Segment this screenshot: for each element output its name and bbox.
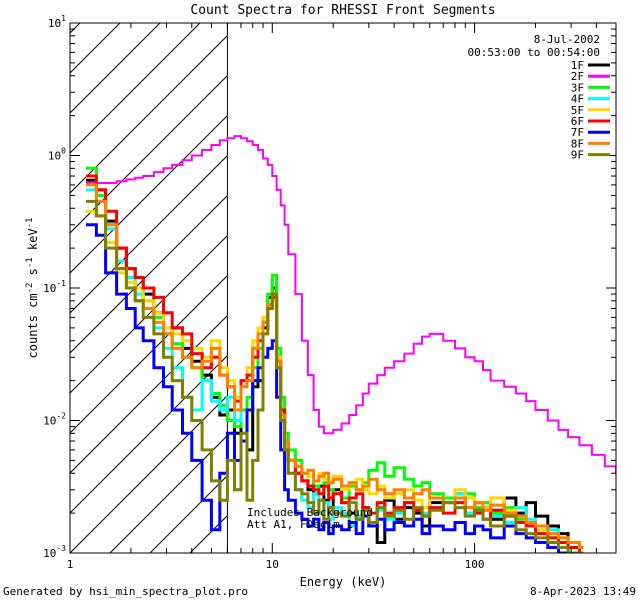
hatch-line <box>70 154 228 314</box>
hatch-line <box>70 34 228 194</box>
x-tick-label: 100 <box>465 558 485 571</box>
y-tick-label: 10-2 <box>43 412 66 428</box>
legend-label-9f: 9F <box>571 149 584 162</box>
annotation-attenuator: Att A1, FDecim 1 <box>247 518 353 531</box>
x-tick-label: 1 <box>67 558 74 571</box>
legend-label-2f: 2F <box>571 70 584 83</box>
x-tick-label: 10 <box>266 558 279 571</box>
legend-label-8f: 8F <box>571 137 584 150</box>
chart-title: Count Spectra for RHESSI Front Segments <box>190 3 495 18</box>
hatch-line <box>70 394 228 553</box>
series-lines <box>86 135 616 553</box>
y-tick-labels: 101 100 10-1 10-2 10-3 <box>43 14 66 560</box>
time-range-label: 00:53:00 to 00:54:00 <box>468 46 600 59</box>
hatch-line <box>70 274 228 434</box>
series-7f-line <box>86 223 584 553</box>
footer-date: 8-Apr-2023 13:49 <box>530 585 636 598</box>
hatch-line <box>70 234 228 394</box>
y-axis-label: counts cm-2 s-1 keV-1 <box>25 218 40 359</box>
legend-label-5f: 5F <box>571 104 584 117</box>
hatch-line <box>70 23 201 154</box>
hatch-line <box>70 23 161 114</box>
hatch-line <box>310 0 640 553</box>
y-tick-label: 101 <box>48 14 66 30</box>
date-label: 8-Jul-2002 <box>534 33 600 46</box>
hatch-line <box>70 194 228 354</box>
legend-label-1f: 1F <box>571 59 584 72</box>
legend-label-6f: 6F <box>571 115 584 128</box>
annotation-background: Includes Background <box>247 506 373 519</box>
y-tick-label: 100 <box>48 147 66 163</box>
hatch-line <box>270 0 640 553</box>
hatch-line <box>70 23 81 34</box>
series-9f-line <box>86 199 584 553</box>
x-axis-label: Energy (keV) <box>300 575 387 589</box>
hatch-line <box>70 314 228 474</box>
hatched-region <box>70 0 640 553</box>
legend-label-3f: 3F <box>571 81 584 94</box>
y-tick-label: 10-1 <box>43 279 66 295</box>
hatch-line <box>70 74 228 234</box>
x-tick-labels: 1 10 100 <box>67 558 485 571</box>
hatch-line <box>70 354 228 514</box>
axis-ticks <box>69 23 617 554</box>
footer-generated-by: Generated by hsi_min_spectra_plot.pro <box>3 585 248 598</box>
legend-label-4f: 4F <box>571 93 584 106</box>
series-8f-line <box>86 183 584 549</box>
legend-label-7f: 7F <box>571 126 584 139</box>
series-6f-line <box>86 174 584 553</box>
hatch-line <box>70 114 228 274</box>
series-2f-line <box>86 135 616 475</box>
y-tick-label: 10-3 <box>43 544 66 560</box>
